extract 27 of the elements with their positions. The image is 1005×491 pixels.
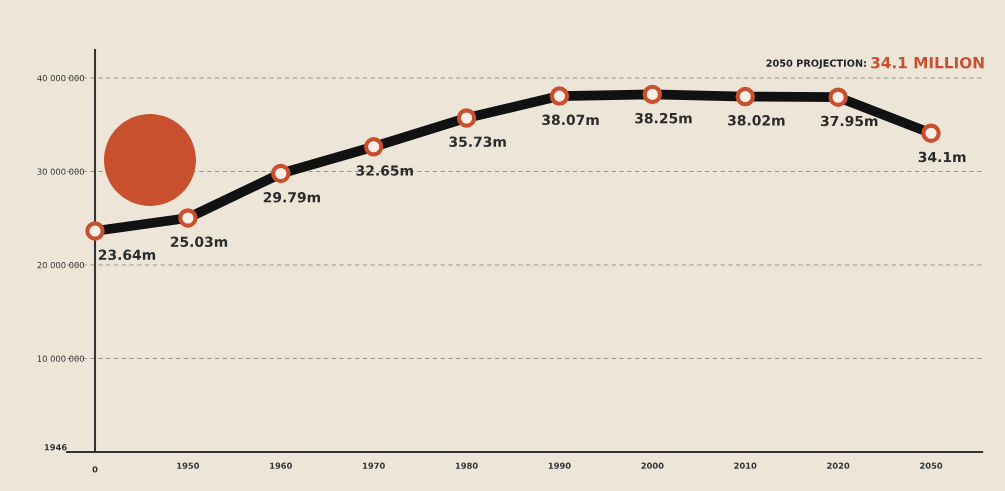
data-label: 37.95m	[820, 115, 878, 127]
annotation: 34.1 MILLION	[871, 56, 984, 69]
y-tick-label: 40 000 000	[37, 75, 85, 82]
data-label: 23.64m	[98, 249, 156, 261]
x-tick-label: 2000	[641, 462, 664, 469]
y-axis-title: 1946	[44, 444, 67, 451]
data-label: 35.73m	[449, 136, 506, 147]
y-tick-label: 30 000 000	[37, 168, 85, 175]
x-tick-label: 1990	[548, 462, 571, 469]
x-tick-label: 1980	[455, 462, 478, 469]
x-tick-label: 2020	[827, 462, 850, 469]
x-tick-label: 2050	[920, 462, 943, 469]
x-tick-label: 1970	[363, 462, 385, 469]
x-tick-label: 2010	[734, 462, 757, 469]
data-label: 29.79m	[263, 192, 320, 203]
x-tick-label: 1960	[270, 462, 292, 469]
x-tick-label: 0	[92, 466, 98, 473]
data-label: 34.1m	[918, 151, 966, 163]
data-label: 38.02m	[728, 115, 785, 126]
y-tick-label: 10 000 000	[37, 355, 85, 362]
data-label: 32.65m	[356, 165, 413, 176]
y-tick-label: 20 000 000	[37, 262, 85, 269]
data-label: 25.03m	[170, 236, 228, 248]
data-label: 38.07m	[542, 114, 599, 126]
annotation: 2050 PROJECTION:	[766, 59, 866, 69]
data-label: 38.25m	[635, 112, 692, 124]
x-tick-label: 1950	[177, 462, 200, 469]
